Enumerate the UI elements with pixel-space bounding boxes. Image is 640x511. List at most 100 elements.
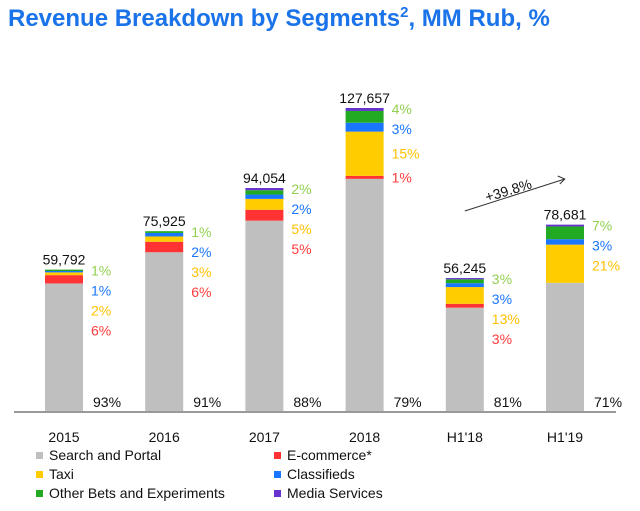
bar-segment-classifieds [245, 194, 284, 199]
data-label-classifieds: 3% [392, 121, 412, 137]
bar-segment-search-and-portal [345, 178, 384, 412]
bar-segment-search-and-portal [445, 307, 484, 412]
data-label-taxi: 5% [291, 221, 311, 237]
bar-segment-e-commerce- [245, 209, 284, 221]
bar-segment-search-and-portal [546, 282, 584, 412]
legend-swatch [36, 489, 43, 497]
bar-segment-media-services [245, 188, 284, 191]
data-label-search: 88% [293, 394, 321, 410]
x-tick-label: H1'18 [447, 429, 483, 445]
data-label-search: 93% [93, 394, 121, 410]
bar-segment-other-bets-and-experiments [345, 110, 384, 123]
bar-segment-search-and-portal [45, 283, 83, 412]
bar-segment-search-and-portal [245, 220, 284, 412]
bar-segment-other-bets-and-experiments [445, 279, 484, 284]
data-label-e-commerce-: 6% [91, 322, 111, 338]
data-label-other-bets-and-experiments: 1% [91, 262, 111, 278]
bar-segment-search-and-portal [145, 252, 184, 412]
data-label-other-bets-and-experiments: 1% [191, 224, 211, 240]
x-tick-label: 2017 [249, 429, 280, 445]
total-label: 127,657 [339, 90, 390, 106]
bar-segment-other-bets-and-experiments [245, 190, 284, 195]
bar-segment-taxi [45, 272, 83, 276]
total-label: 56,245 [443, 260, 486, 276]
data-label-classifieds: 2% [191, 244, 211, 260]
data-label-classifieds: 1% [91, 282, 111, 298]
legend-item-search: Search and Portal [36, 447, 161, 463]
bar-segment-classifieds [145, 232, 184, 237]
data-label-other-bets-and-experiments: 4% [392, 101, 412, 117]
bar-segment-taxi [345, 131, 384, 176]
legend-item-other-bets: Other Bets and Experiments [36, 485, 225, 501]
total-label: 94,054 [243, 170, 286, 186]
data-label-taxi: 15% [392, 146, 420, 162]
bar-segment-classifieds [345, 122, 384, 132]
data-label-search: 79% [394, 394, 422, 410]
bar-segment-taxi [546, 244, 584, 283]
growth-arrow [464, 178, 565, 212]
data-label-classifieds: 2% [291, 201, 311, 217]
data-label-e-commerce-: 5% [291, 241, 311, 257]
bar-segment-media-services [546, 224, 584, 227]
data-label-taxi: 3% [191, 264, 211, 280]
legend-label: Classifieds [287, 466, 355, 482]
legend-swatch [274, 489, 281, 497]
title-suffix: , MM Rub, % [408, 5, 550, 32]
title-footnote: 2 [400, 4, 409, 21]
data-label-search: 71% [594, 394, 622, 410]
data-label-other-bets-and-experiments: 3% [492, 271, 512, 287]
arrow-head-icon [557, 175, 566, 185]
data-label-e-commerce-: 6% [191, 284, 211, 300]
total-label: 78,681 [544, 207, 587, 223]
legend-item-classifieds: Classifieds [274, 466, 355, 482]
bar-segment-other-bets-and-experiments [45, 269, 83, 271]
data-label-classifieds: 3% [492, 291, 512, 307]
bar-segment-classifieds [45, 270, 83, 273]
title-text: Revenue Breakdown by Segments [8, 5, 401, 32]
total-label: 59,792 [43, 252, 86, 268]
bar-segment-e-commerce- [45, 275, 83, 284]
legend-swatch [274, 470, 281, 478]
data-label-e-commerce-: 1% [392, 169, 412, 185]
data-label-other-bets-and-experiments: 2% [291, 181, 311, 197]
data-label-e-commerce-: 3% [492, 331, 512, 347]
legend-item-ecommerce: E-commerce* [274, 447, 372, 463]
chart-title: Revenue Breakdown by Segments2, MM Rub, … [8, 4, 550, 33]
total-label: 75,925 [143, 213, 186, 229]
legend-label: E-commerce* [287, 447, 372, 463]
bar-segment-media-services [345, 108, 384, 111]
legend-label: Media Services [287, 485, 383, 501]
data-label-search: 91% [193, 394, 221, 410]
legend-label: Taxi [49, 466, 74, 482]
data-label-taxi: 2% [91, 302, 111, 318]
legend-swatch [36, 451, 43, 459]
legend-label: Search and Portal [49, 447, 162, 463]
bar-segment-other-bets-and-experiments [546, 226, 584, 240]
legend-item-taxi: Taxi [36, 466, 74, 482]
legend-item-media: Media Services [274, 485, 383, 501]
bar-segment-taxi [445, 287, 484, 304]
data-label-taxi: 13% [492, 311, 520, 327]
x-tick-label: 2015 [48, 429, 79, 445]
data-label-other-bets-and-experiments: 7% [592, 218, 612, 234]
bar-segment-other-bets-and-experiments [145, 231, 184, 233]
legend-label: Other Bets and Experiments [49, 485, 225, 501]
x-tick-label: 2018 [349, 429, 380, 445]
legend-swatch [36, 470, 43, 478]
legend-swatch [274, 451, 281, 459]
bar-segment-e-commerce- [145, 241, 184, 253]
data-label-search: 81% [494, 394, 522, 410]
bar-segment-e-commerce- [445, 303, 484, 308]
data-label-classifieds: 3% [592, 238, 612, 254]
bar-segment-taxi [145, 236, 184, 242]
data-label-taxi: 21% [592, 258, 620, 274]
growth-annotation: +39.8% [483, 176, 533, 205]
x-tick-label: H1'19 [547, 429, 583, 445]
bar-segment-taxi [245, 198, 284, 210]
bar-segment-e-commerce- [345, 175, 384, 179]
bar-segment-classifieds [546, 239, 584, 245]
bar-segment-media-services [445, 278, 484, 280]
x-tick-label: 2016 [149, 429, 180, 445]
